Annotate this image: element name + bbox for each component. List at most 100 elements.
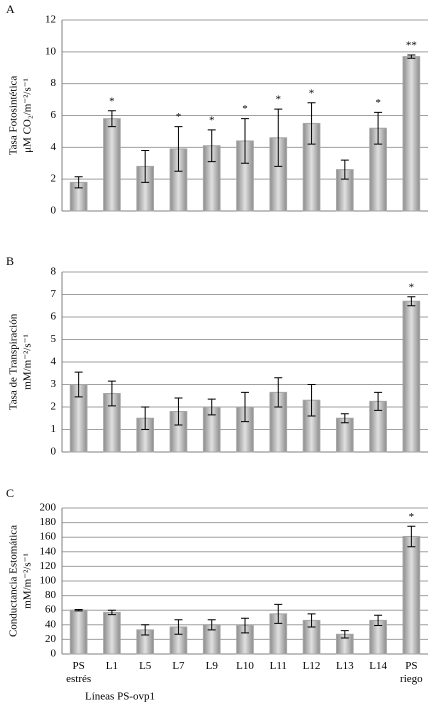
error-bar <box>174 126 183 172</box>
significance-label: * <box>176 111 182 123</box>
bar <box>336 417 354 453</box>
error-bar <box>340 159 349 180</box>
error-bar <box>207 129 216 163</box>
x-axis-label: Líneas PS-ovp1 <box>85 691 155 703</box>
error-bar <box>374 614 383 627</box>
y-tick-label: 80 <box>45 589 57 601</box>
error-bar <box>107 609 116 616</box>
error-bar <box>307 613 316 628</box>
bar <box>402 56 421 212</box>
error-bar <box>241 118 249 164</box>
y-tick-label: 2 <box>51 173 57 185</box>
bar <box>103 611 121 655</box>
y-axis-label: Tasa de Transpiración <box>8 313 20 410</box>
significance-label: ** <box>406 40 417 52</box>
error-bar <box>274 603 283 624</box>
y-tick-label: 60 <box>45 604 57 616</box>
y-axis-label: mM/m⁻²/s⁻¹ <box>22 553 34 609</box>
panel-label: C <box>6 486 14 500</box>
y-tick-label: 0 <box>51 648 57 660</box>
y-axis-label: Tasa Fotosintética <box>8 76 20 156</box>
y-tick-label: 0 <box>51 205 57 217</box>
error-bar <box>141 406 150 430</box>
error-bar <box>407 296 416 307</box>
y-tick-label: 180 <box>40 516 57 528</box>
x-tick-label: L5 <box>139 660 152 672</box>
significance-label: * <box>409 281 415 293</box>
y-tick-label: 6 <box>51 109 57 121</box>
error-bar <box>107 380 116 407</box>
error-bar <box>74 371 83 398</box>
y-tick-label: 3 <box>51 378 57 390</box>
x-tick-label: L9 <box>206 660 219 672</box>
y-tick-label: 1 <box>51 423 57 435</box>
y-tick-label: 6 <box>51 311 57 323</box>
bar <box>103 118 121 212</box>
x-tick-label: L11 <box>270 660 287 672</box>
y-tick-label: 4 <box>51 356 57 368</box>
error-bar <box>340 413 349 424</box>
error-bar <box>207 619 216 631</box>
error-bar <box>374 111 383 145</box>
error-bar <box>74 608 83 612</box>
x-tick-label: L13 <box>336 660 354 672</box>
significance-label: * <box>309 87 315 99</box>
significance-label: * <box>242 103 248 115</box>
x-tick-label: L14 <box>369 660 387 672</box>
bar <box>402 300 421 453</box>
error-bar <box>407 525 416 548</box>
y-tick-label: 5 <box>51 333 57 345</box>
y-axis-label: Conductancia Estomática <box>8 525 20 637</box>
bar <box>69 609 88 655</box>
error-bar <box>174 397 183 426</box>
y-tick-label: 20 <box>45 633 57 645</box>
x-tick-label: L1 <box>106 660 118 672</box>
y-tick-label: 140 <box>40 545 57 557</box>
y-tick-label: 200 <box>40 502 57 514</box>
significance-label: * <box>409 511 415 523</box>
bar <box>402 535 421 655</box>
y-tick-label: 8 <box>51 266 57 278</box>
error-bar <box>407 54 416 59</box>
error-bar <box>207 398 216 416</box>
error-bar <box>307 102 316 145</box>
error-bar <box>141 150 150 183</box>
y-tick-label: 160 <box>40 531 57 543</box>
y-tick-label: 100 <box>40 575 57 587</box>
significance-label: * <box>375 97 381 109</box>
error-bar <box>141 624 150 636</box>
y-tick-label: 7 <box>51 288 57 300</box>
x-tick-label: L12 <box>303 660 321 672</box>
panel-label: A <box>6 2 15 16</box>
y-tick-label: 120 <box>40 560 57 572</box>
x-tick-label: PS estrés <box>66 660 91 685</box>
y-tick-label: 4 <box>51 141 57 153</box>
error-bar <box>340 630 349 639</box>
error-bar <box>241 391 249 423</box>
y-tick-label: 40 <box>45 618 57 630</box>
x-tick-label: PS riego <box>400 660 423 685</box>
panel-label: B <box>6 254 14 268</box>
y-tick-label: 2 <box>51 401 57 413</box>
significance-label: * <box>209 114 215 126</box>
y-axis-label: mM/m⁻²/s⁻¹ <box>22 334 34 390</box>
error-bar <box>74 176 83 189</box>
error-bar <box>307 384 316 417</box>
y-tick-label: 10 <box>45 45 57 57</box>
error-bar <box>241 617 249 634</box>
y-tick-label: 8 <box>51 77 57 89</box>
error-bar <box>274 377 283 408</box>
y-tick-label: 0 <box>51 446 57 458</box>
error-bar <box>274 108 283 167</box>
error-bar <box>174 619 183 635</box>
y-tick-label: 12 <box>45 14 56 26</box>
significance-label: * <box>109 95 115 107</box>
x-tick-label: L10 <box>236 660 254 672</box>
error-bar <box>107 110 116 128</box>
error-bar <box>374 391 383 411</box>
x-tick-label: L7 <box>172 660 185 672</box>
y-axis-label: μM CO₂/m⁻²/s⁻¹ <box>22 78 34 153</box>
significance-label: * <box>276 94 282 106</box>
